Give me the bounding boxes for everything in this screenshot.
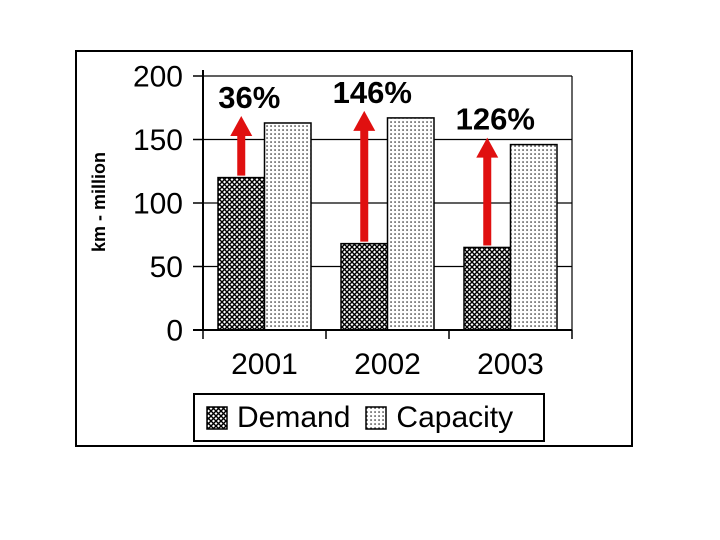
x-tick-label-2001: 2001: [231, 348, 298, 381]
arrow-head: [230, 115, 253, 136]
bar-chart: 36% 146% 126% 0 50 100 150 200 2001 2002 2003 km…: [89, 61, 573, 381]
y-axis-title: km - million: [89, 152, 109, 252]
bar-capacity-2002: [386, 117, 435, 331]
increase-arrow-2001: [230, 115, 253, 176]
bar-capacity-2001: [263, 122, 312, 331]
bar-capacity-2003: [509, 143, 558, 331]
legend-label-demand: Demand: [237, 400, 351, 434]
bar-demand-2002: [340, 242, 389, 331]
x-tick-labels: 2001 2002 2003: [231, 348, 544, 381]
percent-label-2001: 36%: [218, 80, 280, 115]
arrow-tail: [360, 128, 369, 242]
increase-arrow-2002: [353, 110, 376, 242]
x-tick-label-2003: 2003: [477, 348, 544, 381]
y-tick-label-0: 0: [166, 315, 183, 348]
percent-label-2002: 146%: [333, 75, 412, 110]
increase-arrow-2003: [476, 137, 499, 246]
arrow-tail: [483, 155, 492, 246]
increase-arrows: [230, 110, 499, 246]
y-tick-label-200: 200: [133, 61, 183, 94]
legend-swatch-capacity: [365, 405, 388, 430]
y-tick-label-100: 100: [133, 188, 183, 221]
percent-label-2003: 126%: [456, 102, 535, 137]
axes: [193, 70, 573, 339]
y-tick-label-150: 150: [133, 124, 183, 157]
percent-annotations: 36% 146% 126%: [218, 75, 535, 137]
bars: [217, 117, 558, 331]
bar-demand-2001: [217, 176, 266, 331]
arrow-tail: [237, 133, 246, 176]
chart-legend: Demand Capacity: [193, 393, 545, 442]
chart-frame: 36% 146% 126% 0 50 100 150 200 2001 2002 2003 km…: [75, 50, 633, 447]
legend-label-capacity: Capacity: [396, 400, 514, 434]
y-axis-title-text: km - million: [89, 152, 109, 252]
arrow-head: [476, 137, 499, 158]
legend-swatch-demand: [206, 405, 228, 430]
arrow-head: [353, 110, 376, 131]
x-tick-label-2002: 2002: [354, 348, 421, 381]
y-tick-label-50: 50: [150, 251, 183, 284]
bar-demand-2003: [463, 246, 512, 331]
y-tick-labels: 0 50 100 150 200: [133, 61, 183, 348]
